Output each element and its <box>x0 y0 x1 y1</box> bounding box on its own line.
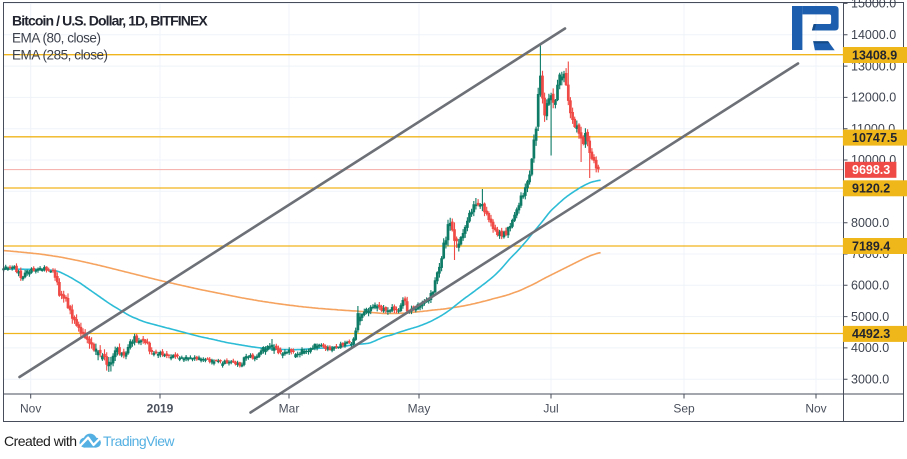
svg-text:8000.0: 8000.0 <box>851 216 889 230</box>
svg-text:Jul: Jul <box>543 402 558 416</box>
svg-text:12000.0: 12000.0 <box>851 91 896 105</box>
svg-text:14000.0: 14000.0 <box>851 28 896 42</box>
svg-text:Mar: Mar <box>279 402 300 416</box>
svg-text:5000.0: 5000.0 <box>851 310 889 324</box>
svg-text:4492.3: 4492.3 <box>852 327 890 341</box>
svg-text:Nov: Nov <box>805 402 826 416</box>
svg-text:EMA (285, close): EMA (285, close) <box>12 48 108 63</box>
svg-text:TradingView: TradingView <box>103 433 175 449</box>
svg-text:15000.0: 15000.0 <box>851 0 896 11</box>
svg-text:7189.4: 7189.4 <box>852 239 890 253</box>
svg-text:4000.0: 4000.0 <box>851 341 889 355</box>
svg-text:Nov: Nov <box>20 402 41 416</box>
svg-text:6000.0: 6000.0 <box>851 279 889 293</box>
svg-text:Sep: Sep <box>673 402 695 416</box>
svg-text:2019: 2019 <box>147 402 174 416</box>
svg-text:Created with: Created with <box>4 433 77 449</box>
svg-text:EMA (80, close): EMA (80, close) <box>12 31 101 46</box>
svg-text:9698.3: 9698.3 <box>852 163 890 177</box>
svg-text:Bitcoin / U.S. Dollar, 1D, BIT: Bitcoin / U.S. Dollar, 1D, BITFINEX <box>12 13 208 29</box>
svg-text:13408.9: 13408.9 <box>852 48 897 62</box>
svg-text:May: May <box>408 402 431 416</box>
svg-text:3000.0: 3000.0 <box>851 372 889 386</box>
svg-text:10747.5: 10747.5 <box>852 131 897 145</box>
svg-text:9120.2: 9120.2 <box>852 182 890 196</box>
